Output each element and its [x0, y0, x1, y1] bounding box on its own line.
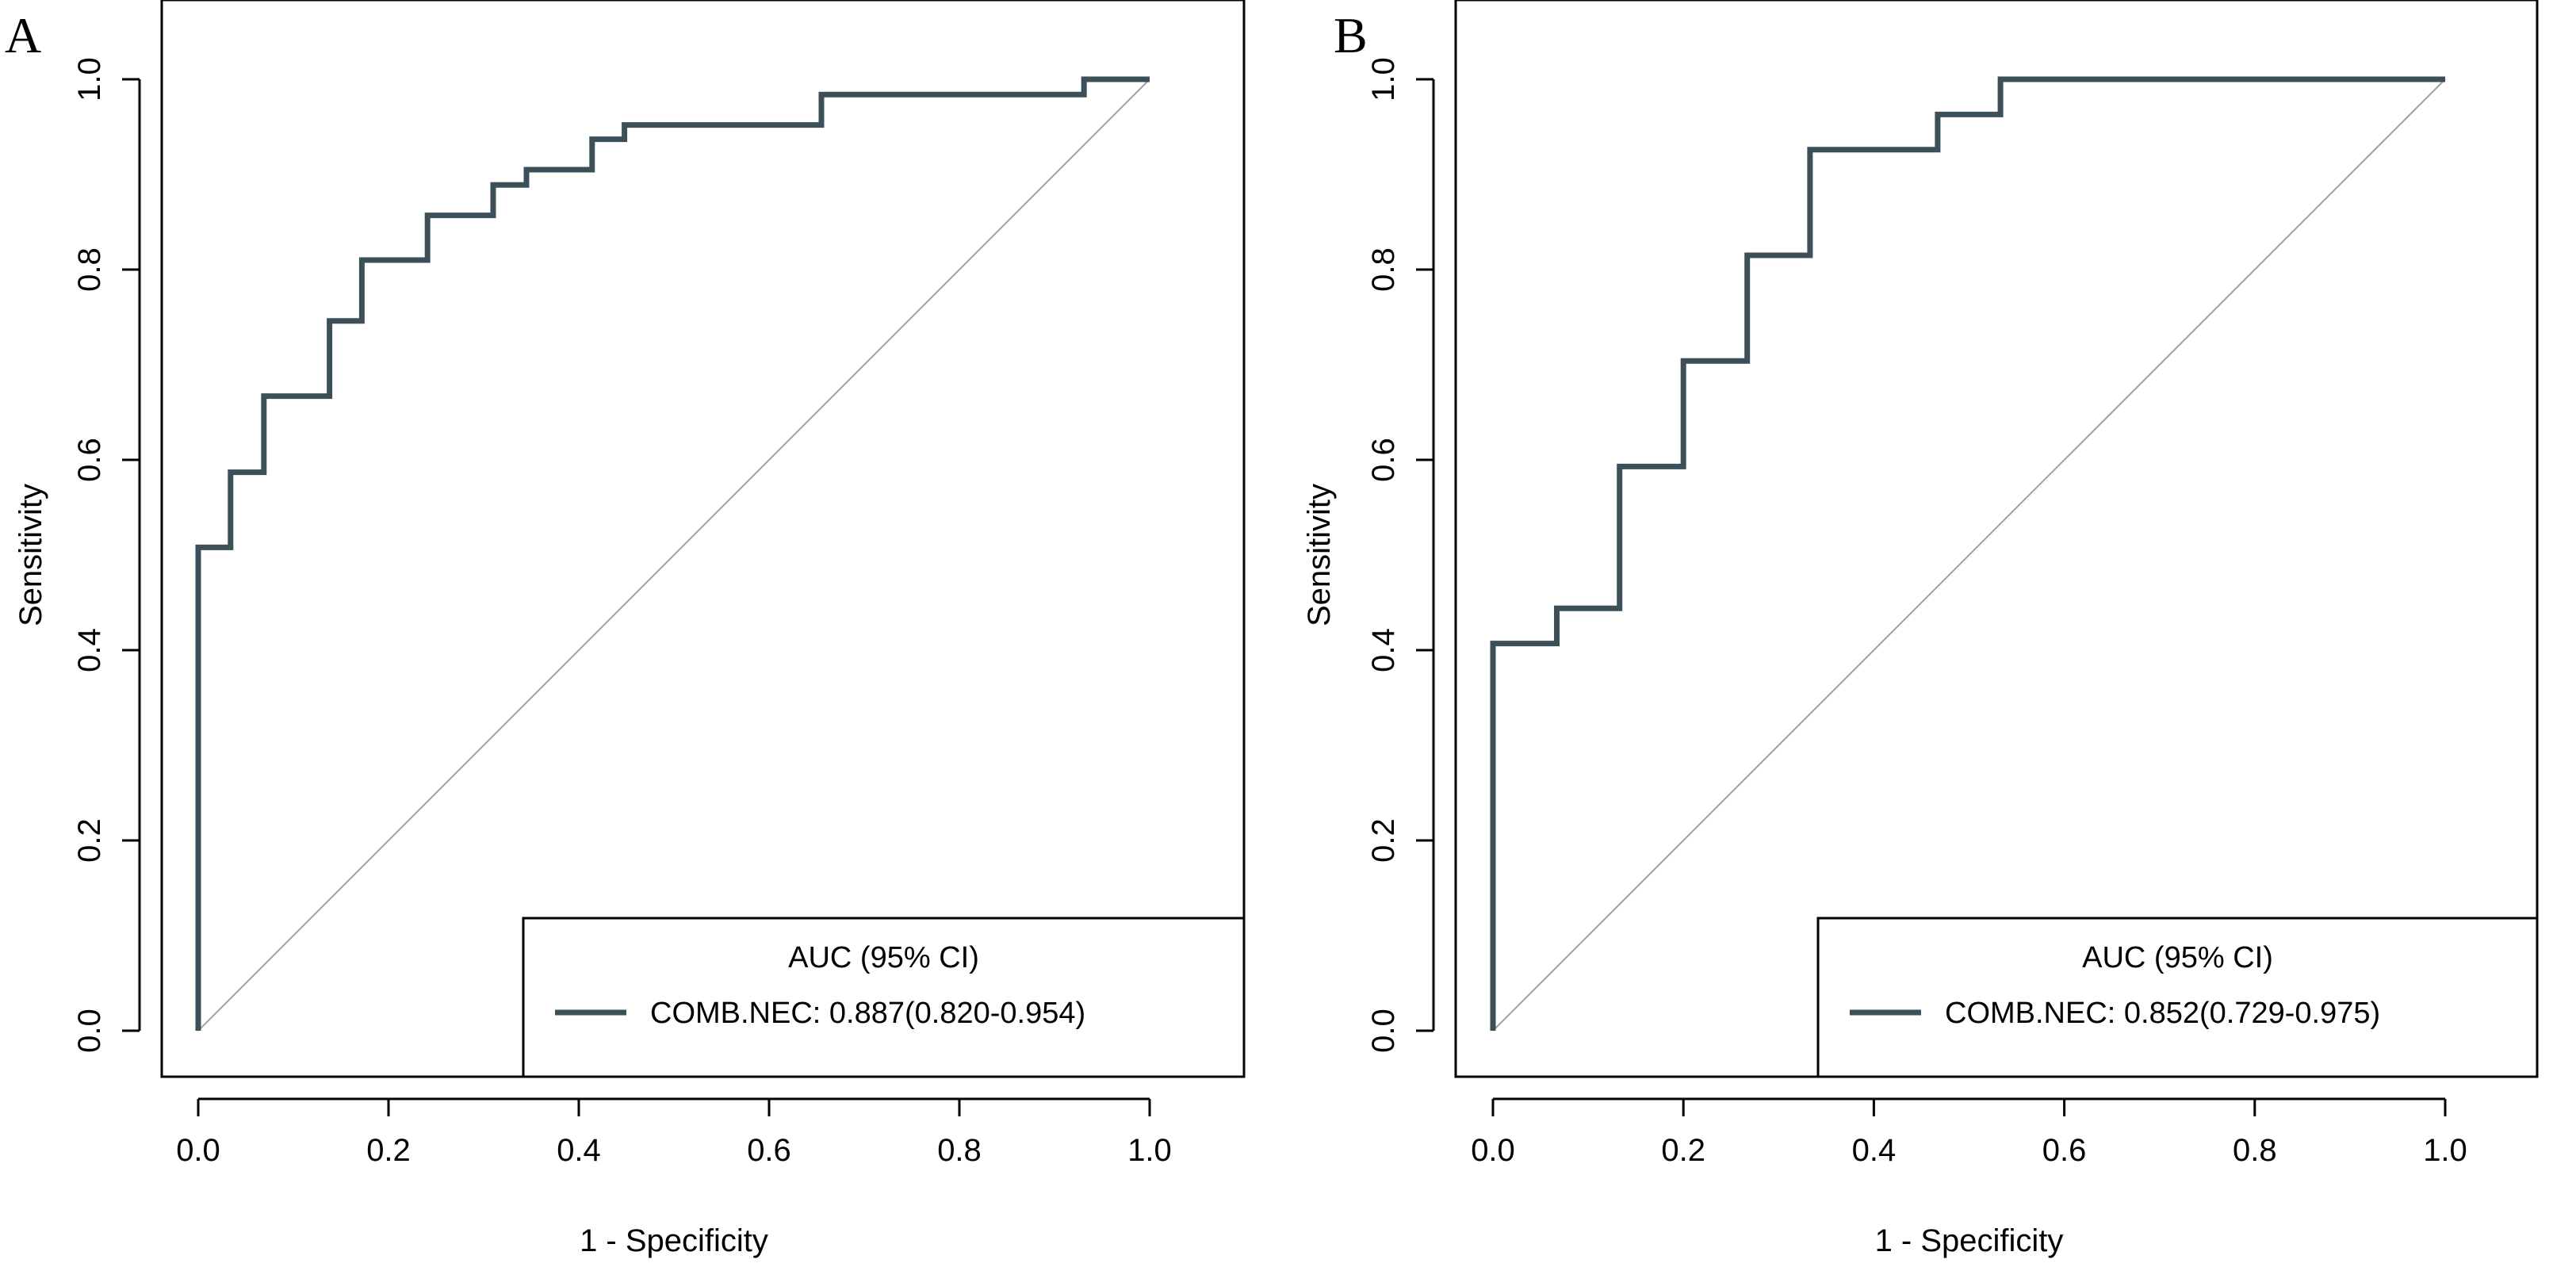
y-tick-label: 0.4	[72, 628, 107, 672]
x-tick-label: 0.4	[557, 1133, 601, 1168]
x-tick-label: 0.2	[1661, 1133, 1705, 1168]
y-tick-label: 0.0	[72, 1009, 107, 1053]
panel-letter: A	[5, 7, 41, 63]
y-tick-label: 0.2	[72, 818, 107, 863]
y-tick-label: 0.0	[1366, 1009, 1401, 1053]
legend: AUC (95% CI) COMB.NEC: 0.852(0.729-0.975)	[1816, 917, 2539, 1078]
y-tick-label: 0.6	[72, 438, 107, 482]
chart-panel-b: B 0.0 0.2 0.4 0.6 0.8 1.0 1 - Specificity 0.0 0.2…	[1302, 0, 2539, 1258]
legend-entry-label: COMB.NEC: 0.852(0.729-0.975)	[1945, 997, 2380, 1030]
panel-letter: B	[1334, 7, 1368, 63]
chart-panel-a: A 0.0 0.2 0.4 0.6 0.8 1.0 1 - Specificity 0.0 0.2…	[5, 0, 1246, 1258]
y-tick-label: 0.6	[1366, 438, 1401, 482]
legend-entry-label: COMB.NEC: 0.887(0.820-0.954)	[650, 997, 1085, 1030]
x-tick-label: 0.2	[366, 1133, 411, 1168]
y-axis-title: Sensitivity	[13, 484, 48, 626]
legend: AUC (95% CI) COMB.NEC: 0.887(0.820-0.954)	[522, 917, 1246, 1078]
x-tick-label: 1.0	[2423, 1133, 2467, 1168]
x-axis-title: 1 - Specificity	[580, 1223, 768, 1258]
x-tick-label: 0.6	[747, 1133, 791, 1168]
y-tick-label: 1.0	[1366, 57, 1401, 101]
x-tick-label: 0.4	[1852, 1133, 1897, 1168]
y-tick-label: 0.4	[1366, 628, 1401, 672]
x-tick-label: 0.0	[1471, 1133, 1515, 1168]
roc-curve-comb-nec	[1490, 76, 2445, 1031]
y-axis-title: Sensitivity	[1302, 484, 1337, 626]
legend-title: AUC (95% CI)	[2082, 941, 2273, 974]
x-axis-title: 1 - Specificity	[1875, 1223, 2064, 1258]
legend-box	[1816, 917, 2539, 1078]
legend-title: AUC (95% CI)	[788, 941, 979, 974]
x-tick-label: 0.8	[937, 1133, 982, 1168]
y-tick-label: 1.0	[72, 57, 107, 101]
y-tick-label: 0.8	[72, 247, 107, 292]
reference-diagonal	[1492, 78, 2446, 1032]
x-tick-label: 0.8	[2233, 1133, 2277, 1168]
y-tick-label: 0.2	[1366, 818, 1401, 863]
roc-curve-comb-nec	[195, 76, 1150, 1031]
x-tick-label: 0.6	[2042, 1133, 2087, 1168]
legend-box	[522, 917, 1246, 1078]
plot-frame	[160, 0, 1246, 1078]
x-tick-label: 0.0	[176, 1133, 220, 1168]
y-tick-label: 0.8	[1366, 247, 1401, 292]
reference-diagonal	[197, 78, 1150, 1032]
x-tick-label: 1.0	[1127, 1133, 1172, 1168]
